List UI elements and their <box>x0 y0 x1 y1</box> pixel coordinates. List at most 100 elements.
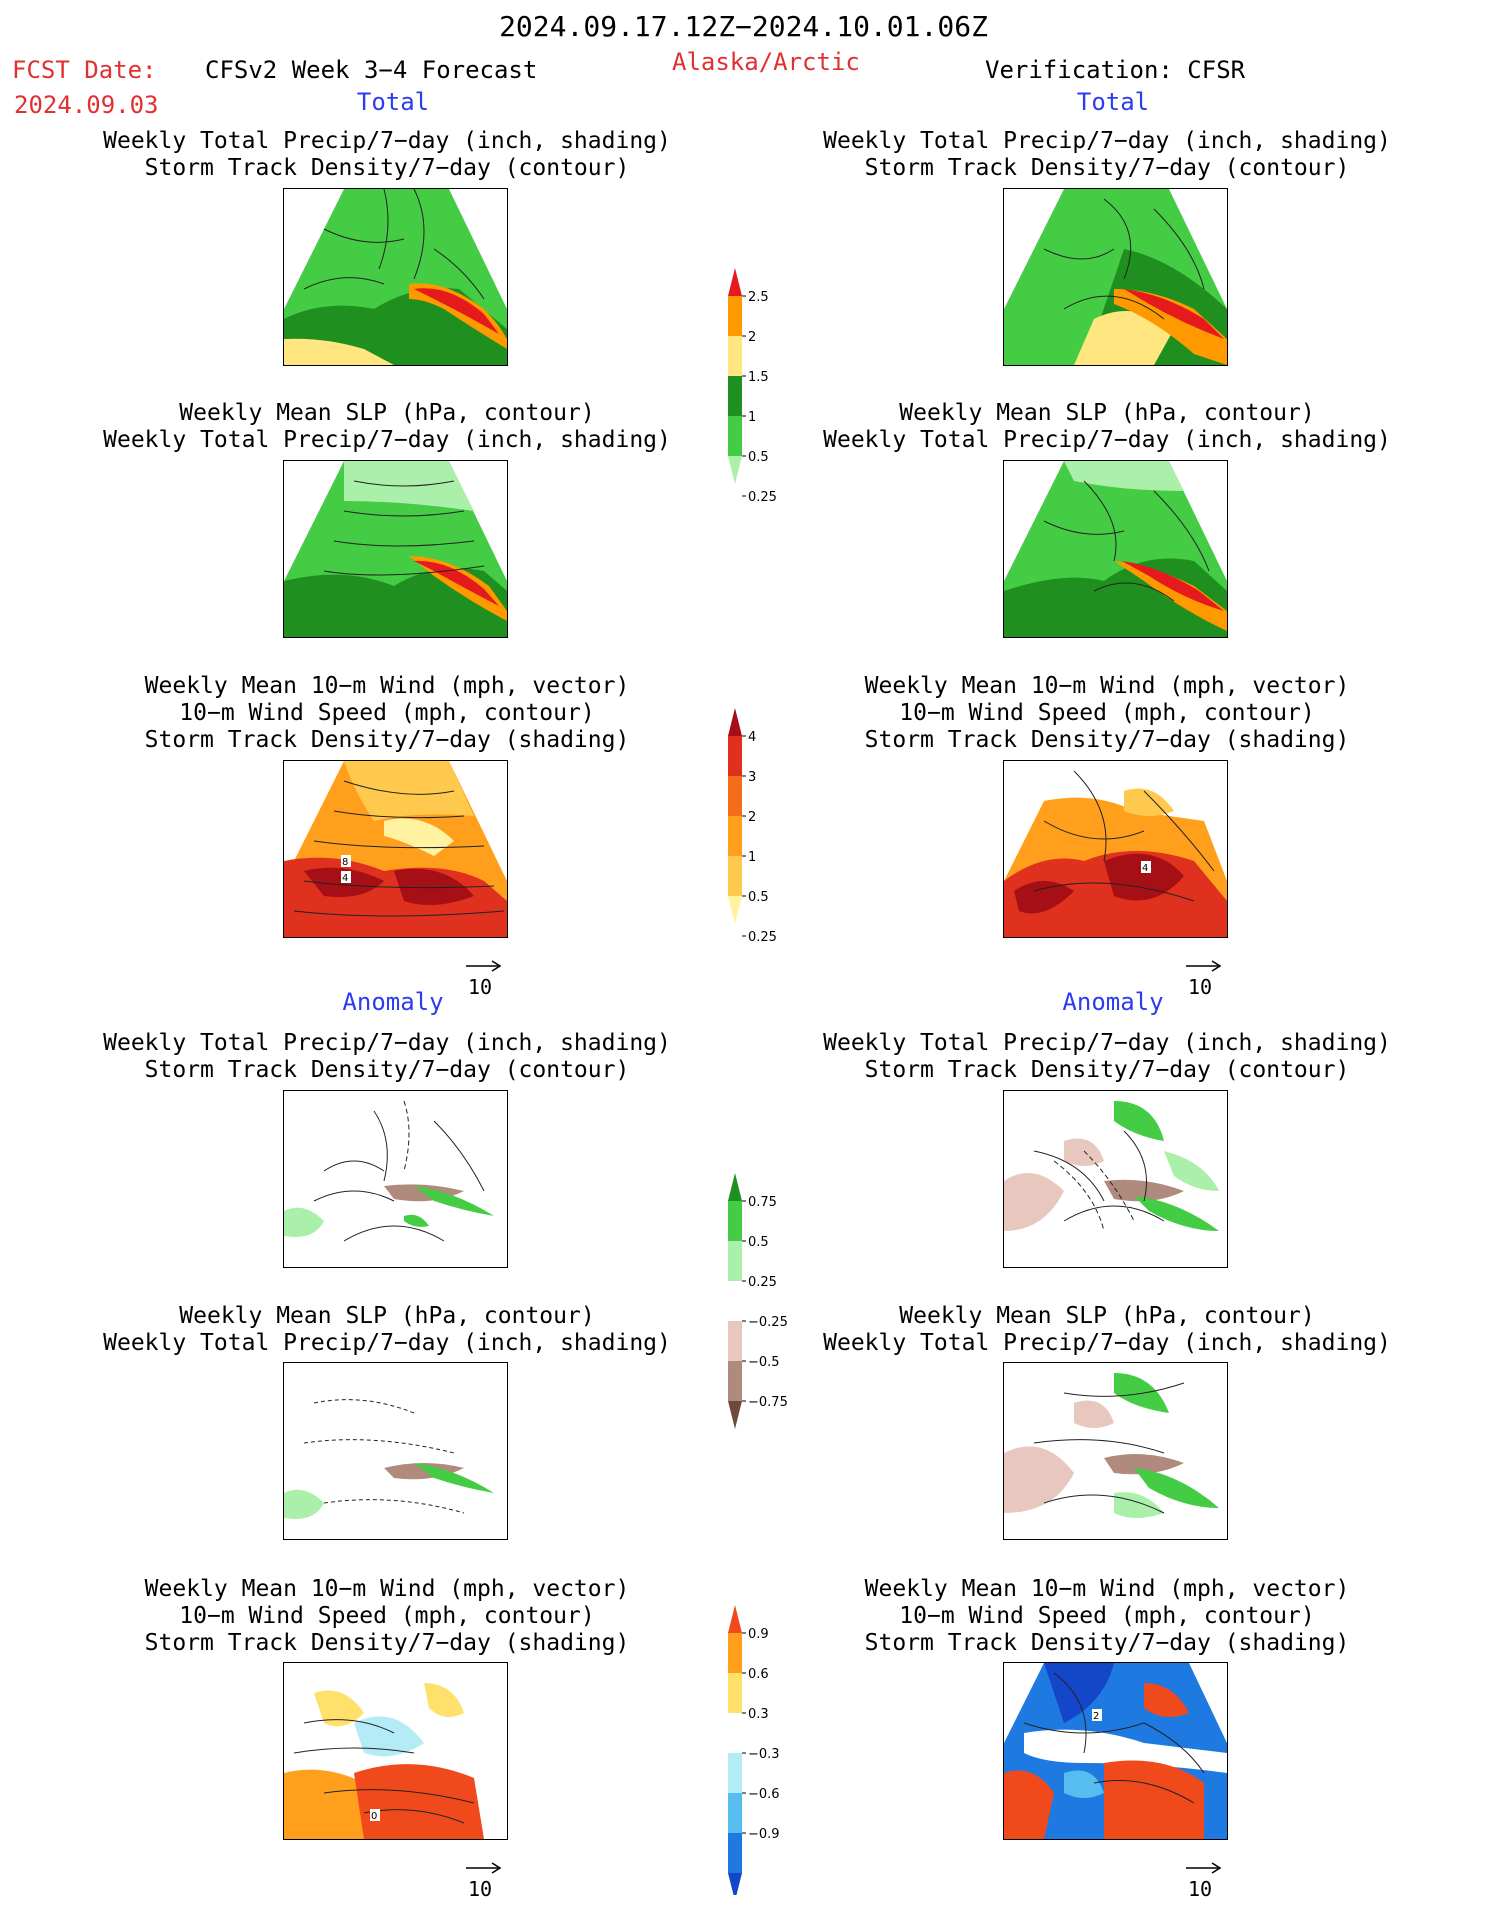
colorbar-segment <box>728 456 742 484</box>
wind-contour-label: 8 <box>342 857 348 868</box>
colorbar-segment <box>728 296 742 336</box>
vector-scale-label: 10 <box>1188 975 1213 999</box>
colorbar-tick-label: 2 <box>748 810 756 825</box>
wind-contour-label: 4 <box>1142 863 1148 874</box>
colorbar-segment <box>728 1241 742 1281</box>
colorbar-tick-label: −0.25 <box>748 1315 788 1330</box>
colorbar-storm-total: 4 3 2 1 0.5 0.25 <box>720 708 800 998</box>
wind-contour-label: 0 <box>371 1811 377 1822</box>
colorbar-segment <box>728 1201 742 1241</box>
panel-title-line: Weekly Total Precip/7−day (inch, shading… <box>103 427 671 453</box>
colorbar-segment <box>728 1605 742 1633</box>
colorbar-tick-label: −0.3 <box>748 1747 780 1762</box>
map-slp-precip-total-forecast <box>283 460 508 638</box>
colorbar-tick-label: −0.6 <box>748 1787 780 1802</box>
map-precip-storm-total-verification <box>1003 188 1228 366</box>
vector-scale-label: 10 <box>1188 1877 1213 1901</box>
panel-title-line: Storm Track Density/7−day (contour) <box>144 155 630 181</box>
section-total-left: Total <box>356 88 430 116</box>
colorbar-segment <box>728 1833 742 1873</box>
colorbar-tick-label: 0.6 <box>748 1667 769 1682</box>
colorbar-tick-label: −0.9 <box>748 1827 780 1842</box>
vector-scale-label: 10 <box>468 1877 493 1901</box>
map-wind-storm-total-verification: 4 <box>1003 760 1228 938</box>
colorbar-tick-label: 0.5 <box>748 450 769 465</box>
panel-title-line: 10−m Wind Speed (mph, contour) <box>899 1603 1315 1629</box>
panel-title-line: Weekly Mean 10−m Wind (mph, vector) <box>864 1576 1350 1602</box>
panel-title-line: Weekly Total Precip/7−day (inch, shading… <box>103 128 671 154</box>
colorbar-segment <box>728 1793 742 1833</box>
panel-title-line: Storm Track Density/7−day (shading) <box>864 727 1350 753</box>
map-slp-precip-total-verification <box>1003 460 1228 638</box>
colorbar-segment <box>728 336 742 376</box>
map-slp-precip-anomaly-forecast <box>283 1362 508 1540</box>
panel-title-line: Weekly Total Precip/7−day (inch, shading… <box>823 128 1391 154</box>
colorbar-tick-label: 4 <box>748 730 756 745</box>
map-precip-storm-anomaly-verification <box>1003 1090 1228 1268</box>
vector-scale-arrow <box>464 1858 504 1878</box>
colorbar-tick-label: 0.25 <box>748 490 777 505</box>
colorbar-segment <box>728 1173 742 1201</box>
panel-title-line: Storm Track Density/7−day (shading) <box>144 1630 630 1656</box>
colorbar-tick-label: 0.25 <box>748 1275 777 1290</box>
wind-contour-label: 4 <box>342 873 348 884</box>
panel-title-line: Weekly Total Precip/7−day (inch, shading… <box>103 1030 671 1056</box>
panel-title-line: Weekly Total Precip/7−day (inch, shading… <box>823 1330 1391 1356</box>
colorbar-precip-total: 2.5 2 1.5 1 0.5 0.25 <box>720 268 800 558</box>
panel-title-line: Weekly Mean SLP (hPa, contour) <box>179 400 595 426</box>
colorbar-tick-label: 0.25 <box>748 930 777 945</box>
vector-scale-arrow <box>1184 1858 1224 1878</box>
colorbar-segment <box>728 856 742 896</box>
colorbar-segment <box>728 776 742 816</box>
colorbar-segment <box>728 1321 742 1361</box>
panel-title-line: 10−m Wind Speed (mph, contour) <box>179 1603 595 1629</box>
colorbar-tick-label: 1 <box>748 410 756 425</box>
panel-title-line: 10−m Wind Speed (mph, contour) <box>179 700 595 726</box>
date-range-title: 2024.09.17.12Z−2024.10.01.06Z <box>499 10 988 43</box>
verification-label: Verification: CFSR <box>985 56 1246 84</box>
colorbar-precip-anomaly: 0.75 0.5 0.25 −0.25 −0.5 −0.75 <box>720 1173 800 1463</box>
colorbar-tick-label: 0.9 <box>748 1627 769 1642</box>
wind-contour-label: 2 <box>1093 1711 1099 1722</box>
colorbar-tick-label: 2 <box>748 330 756 345</box>
colorbar-segment <box>728 376 742 416</box>
panel-title-line: Weekly Mean SLP (hPa, contour) <box>899 1303 1315 1329</box>
colorbar-segment <box>728 1401 742 1429</box>
map-wind-storm-total-forecast: 8 4 <box>283 760 508 938</box>
panel-title-line: Storm Track Density/7−day (contour) <box>144 1057 630 1083</box>
map-precip-storm-anomaly-forecast <box>283 1090 508 1268</box>
colorbar-segment <box>728 268 742 296</box>
fcst-date-label: FCST Date: <box>12 56 157 84</box>
panel-title-line: Weekly Total Precip/7−day (inch, shading… <box>103 1330 671 1356</box>
colorbar-segment <box>728 1281 742 1321</box>
section-anomaly-left: Anomaly <box>342 988 444 1016</box>
colorbar-tick-label: 0.5 <box>748 1235 769 1250</box>
colorbar-segment <box>728 896 742 924</box>
colorbar-segment <box>728 416 742 456</box>
panel-title-line: Weekly Mean 10−m Wind (mph, vector) <box>144 1576 630 1602</box>
panel-title-line: Weekly Mean SLP (hPa, contour) <box>179 1303 595 1329</box>
colorbar-tick-label: 0.5 <box>748 890 769 905</box>
colorbar-segment <box>728 1753 742 1793</box>
vector-scale-label: 10 <box>468 975 493 999</box>
colorbar-segment <box>728 708 742 736</box>
map-wind-storm-anomaly-verification: 2 <box>1003 1662 1228 1840</box>
colorbar-tick-label: 0.75 <box>748 1195 777 1210</box>
colorbar-segment <box>728 736 742 776</box>
section-anomaly-right: Anomaly <box>1062 988 1164 1016</box>
model-title: CFSv2 Week 3−4 Forecast <box>205 56 538 84</box>
colorbar-segment <box>728 1361 742 1401</box>
vector-scale-arrow <box>464 956 504 976</box>
panel-title-line: Weekly Mean 10−m Wind (mph, vector) <box>864 673 1350 699</box>
colorbar-tick-label: −0.75 <box>748 1395 788 1410</box>
colorbar-tick-label: 2.5 <box>748 290 769 305</box>
panel-title-line: Weekly Total Precip/7−day (inch, shading… <box>823 1030 1391 1056</box>
colorbar-tick-label: 3 <box>748 770 756 785</box>
colorbar-tick-label: 1 <box>748 850 756 865</box>
colorbar-segment <box>728 1873 742 1895</box>
panel-title-line: Storm Track Density/7−day (shading) <box>144 727 630 753</box>
colorbar-tick-label: 0.3 <box>748 1707 769 1722</box>
map-wind-storm-anomaly-forecast: 0 <box>283 1662 508 1840</box>
panel-title-line: 10−m Wind Speed (mph, contour) <box>899 700 1315 726</box>
panel-title-line: Storm Track Density/7−day (contour) <box>864 1057 1350 1083</box>
